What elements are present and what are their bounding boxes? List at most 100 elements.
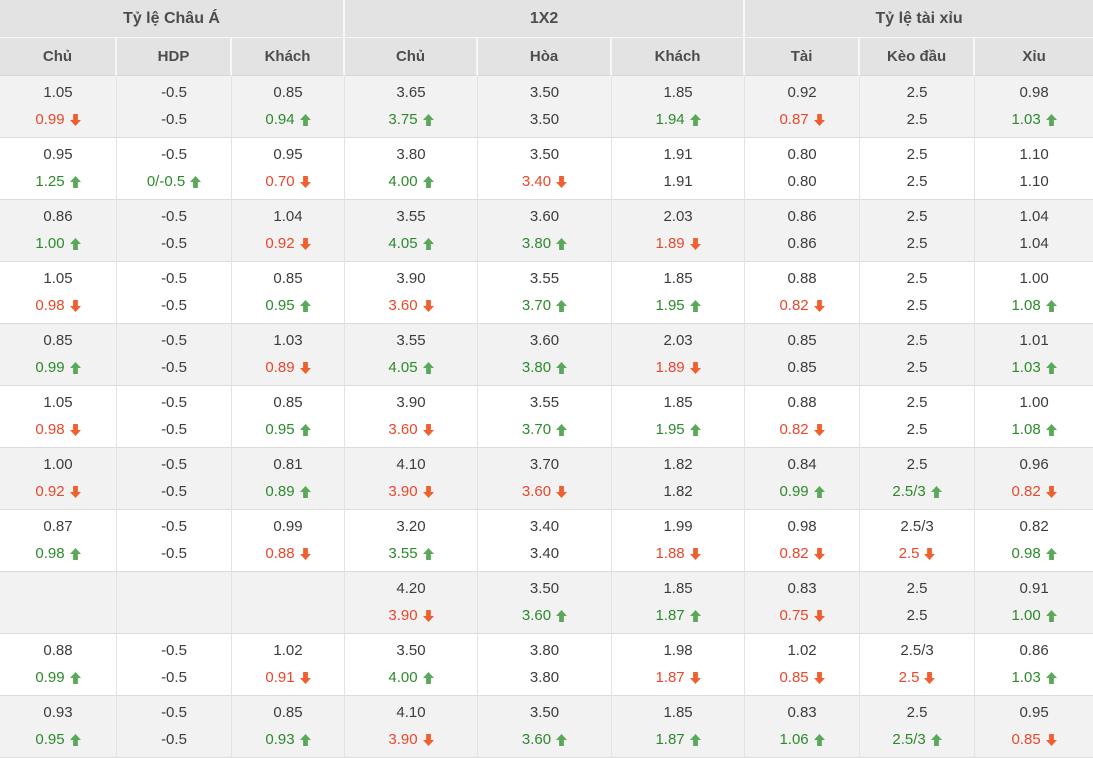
odds-line: 1.95 [612,292,744,319]
odds-value: 0.82 [1011,483,1041,500]
odds-value: 1.89 [655,235,685,252]
odds-value: 0.92 [787,84,817,101]
arrow-up-icon [1045,113,1057,126]
odds-cell: 2.5/3 2.5 [860,634,976,696]
odds-line: 0.93 [232,726,344,753]
odds-value: 0.98 [35,545,65,562]
odds-cell: 1.85 1.94 [612,76,746,138]
arrow-down-icon [689,237,701,250]
arrow-down-icon [689,361,701,374]
arrow-up-icon [422,547,434,560]
odds-cell: 3.55 3.70 [478,386,613,448]
odds-line: 1.10 [975,141,1093,168]
odds-value: 1.91 [663,173,693,190]
odds-value: 2.5 [906,111,928,128]
odds-value: 2.5 [906,607,928,624]
odds-line: 3.90 [345,602,477,629]
odds-line: 3.80 [478,230,611,257]
odds-value: 3.90 [388,607,418,624]
odds-value: 0.86 [43,208,73,225]
odds-line: 0.85 [232,699,344,726]
odds-value: 0.80 [787,146,817,163]
odds-cell: 1.00 1.08 [975,386,1093,448]
col-header-under: Xỉu [975,38,1093,76]
odds-cell: 1.85 1.95 [612,262,746,324]
odds-line: -0.5 [117,327,231,354]
arrow-up-icon [299,733,311,746]
odds-value: 0.85 [787,359,817,376]
odds-line: 1.00 [975,265,1093,292]
col-header-1x2-away: Khách [612,38,746,76]
odds-value: 2.5 [906,332,928,349]
odds-line: 0.85 [745,354,859,381]
odds-line: -0.5 [117,726,231,753]
odds-line: 2.5 [860,141,974,168]
odds-line: 2.5/3 [860,478,974,505]
odds-line: -0.5 [117,451,231,478]
odds-line: 0.95 [0,141,116,168]
odds-line: 2.5 [860,451,974,478]
odds-value: 2.03 [663,208,693,225]
odds-row: 0.87 0.98 -0.5 -0.5 0.99 0.88 3.20 3.55 3.40 3.40… [0,510,1093,572]
odds-line: 0.82 [745,292,859,319]
odds-line: 3.80 [478,637,611,664]
odds-line: 1.00 [975,602,1093,629]
odds-value: 1.03 [1011,359,1041,376]
odds-cell: 2.5 2.5/3 [860,448,976,510]
odds-value: 1.10 [1019,173,1049,190]
arrow-up-icon [556,423,568,436]
odds-line: -0.5 [117,513,231,540]
odds-value: 0.82 [779,421,809,438]
odds-cell: 0.86 0.86 [745,200,861,262]
odds-value: 3.40 [521,173,552,190]
odds-cell: 1.82 1.82 [612,448,746,510]
col-header-over: Tài [745,38,861,76]
odds-cell: 0.99 0.88 [232,510,346,572]
group-header-over-under: Tỷ lệ tài xỉu [745,0,1093,38]
odds-cell: 4.20 3.90 [345,572,479,634]
odds-line: 2.5 [860,265,974,292]
arrow-up-icon [1045,299,1057,312]
odds-value: 1.25 [35,173,65,190]
col-header-line: Kèo đầu [860,38,976,76]
odds-line: 0.85 [745,327,859,354]
arrow-up-icon [813,485,825,498]
arrow-up-icon [69,733,81,746]
odds-cell: 3.60 3.80 [478,200,613,262]
odds-line: 2.5/3 [860,637,974,664]
odds-cell: 0.85 0.95 [232,262,346,324]
odds-row: 4.20 3.90 3.50 3.60 1.85 1.87 0.83 0.75 2.5 2.5 0.… [0,572,1093,634]
odds-line: 2.5 [860,106,974,133]
odds-cell: 0.83 0.75 [745,572,861,634]
odds-value: 2.5 [906,235,928,252]
odds-value: -0.5 [161,297,187,314]
arrow-up-icon [69,547,81,560]
arrow-down-icon [69,485,81,498]
arrow-down-icon [422,299,434,312]
odds-value: 2.5 [906,704,928,721]
arrow-up-icon [813,733,825,746]
arrow-up-icon [422,671,434,684]
arrow-down-icon [813,113,825,126]
odds-value: 0.96 [1019,456,1049,473]
odds-value: 3.55 [396,332,426,349]
odds-line: 3.55 [478,265,611,292]
odds-value: 3.60 [529,208,560,225]
arrow-down-icon [924,547,936,560]
odds-line: 3.50 [345,637,477,664]
arrow-down-icon [813,423,825,436]
odds-value: -0.5 [161,545,187,562]
odds-value: 2.5 [906,173,928,190]
odds-line: 2.5 [860,327,974,354]
arrow-up-icon [556,733,568,746]
odds-line: -0.5 [117,354,231,381]
odds-value: 2.5 [906,146,928,163]
odds-value: 3.75 [388,111,418,128]
odds-line: -0.5 [117,79,231,106]
odds-line: -0.5 [117,637,231,664]
odds-cell: 1.99 1.88 [612,510,746,572]
odds-line: 0.98 [0,540,116,567]
odds-line: 1.05 [0,79,116,106]
odds-value: 1.89 [655,359,685,376]
odds-cell: 0.85 0.99 [0,324,117,386]
